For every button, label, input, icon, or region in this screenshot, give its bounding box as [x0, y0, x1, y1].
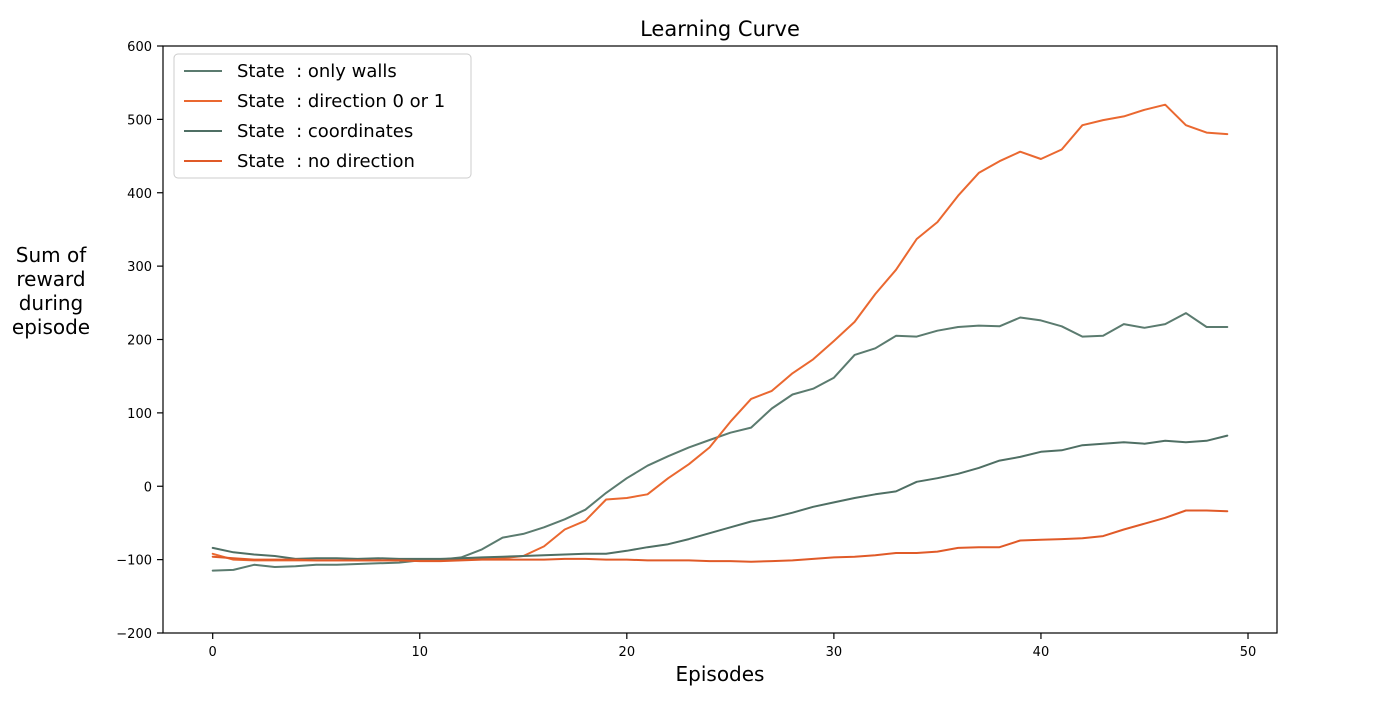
legend-label-4: State : no direction: [237, 151, 415, 172]
legend-label-1: State : only walls: [237, 61, 397, 82]
x-tick-label: 30: [826, 645, 843, 660]
y-tick-label: 300: [127, 260, 152, 275]
y-tick-label: 0: [144, 480, 152, 495]
y-axis-title-line: during: [19, 291, 84, 315]
x-tick-label: 10: [411, 645, 428, 660]
y-tick-label: −200: [116, 627, 152, 642]
y-tick-label: 400: [127, 187, 152, 202]
y-tick-label: 200: [127, 334, 152, 349]
legend: State : only walls State : direction 0 or…: [173, 53, 472, 179]
series-line-3: [211, 434, 1229, 560]
x-tick-label: 50: [1240, 645, 1257, 660]
x-tick-label: 20: [619, 645, 636, 660]
x-tick-label: 40: [1033, 645, 1050, 660]
legend-box: [173, 53, 472, 179]
x-axis-title: Episodes: [676, 662, 765, 686]
legend-label-2: State : direction 0 or 1: [237, 91, 445, 112]
y-tick-label: 500: [127, 113, 152, 128]
y-axis-title-line: Sum of: [16, 243, 87, 267]
y-tick-label: 600: [127, 40, 152, 55]
y-axis-title-line: episode: [12, 315, 90, 339]
plot-area: [211, 103, 1229, 572]
y-tick-label: 100: [127, 407, 152, 422]
series-line-1: [211, 312, 1229, 572]
y-tick-label: −100: [116, 554, 152, 569]
axes: 0 10 20 30 40 50 −200 −100 0 100 200 300 400 500 600: [116, 40, 1278, 660]
x-tick-label: 0: [209, 645, 217, 660]
series-line-4: [211, 509, 1229, 563]
legend-label-3: State : coordinates: [237, 121, 413, 142]
y-axis-title-line: reward: [16, 267, 85, 291]
chart-title: Learning Curve: [640, 17, 800, 41]
